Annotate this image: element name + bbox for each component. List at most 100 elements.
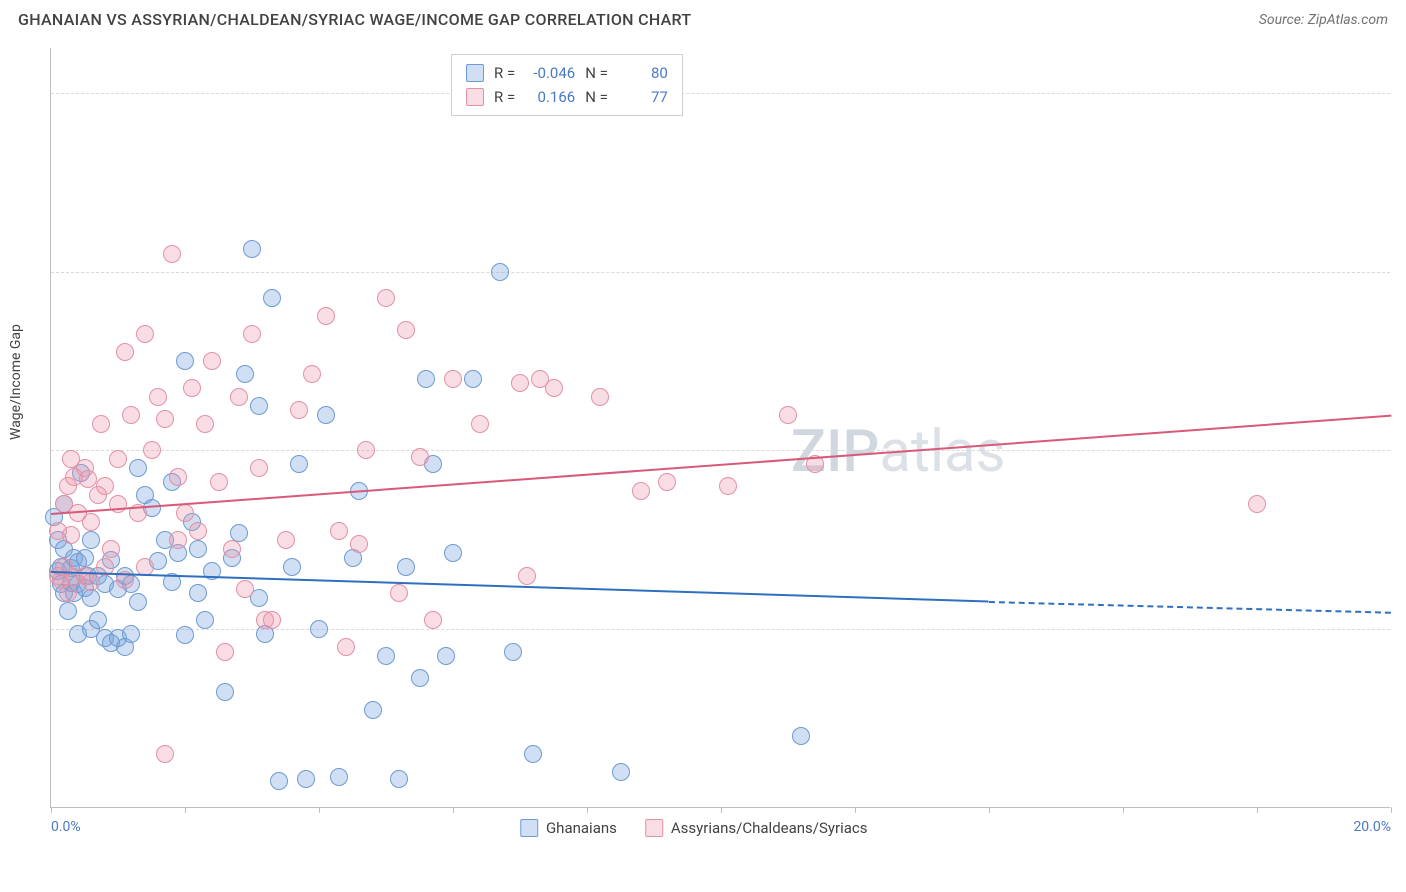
chart-container: Wage/Income Gap R = -0.046 N = 80 R = 0.… <box>0 40 1406 880</box>
data-point <box>109 450 127 468</box>
data-point <box>189 540 207 558</box>
data-point <box>411 448 429 466</box>
legend-swatch-pink <box>466 88 484 106</box>
data-point <box>277 531 295 549</box>
legend-swatch-blue <box>466 64 484 82</box>
data-point <box>444 544 462 562</box>
data-point <box>149 388 167 406</box>
data-point <box>143 441 161 459</box>
data-point <box>82 589 100 607</box>
gridline <box>51 93 1390 94</box>
data-point <box>122 406 140 424</box>
data-point <box>62 526 80 544</box>
data-point <box>591 388 609 406</box>
data-point <box>243 325 261 343</box>
legend-stats: R = -0.046 N = 80 R = 0.166 N = 77 <box>451 54 683 116</box>
data-point <box>337 638 355 656</box>
data-point <box>82 531 100 549</box>
watermark-zip: ZIP <box>791 418 879 486</box>
data-point <box>270 772 288 790</box>
data-point <box>632 482 650 500</box>
data-point <box>397 321 415 339</box>
data-point <box>129 459 147 477</box>
x-tick <box>989 807 990 813</box>
legend-label: Ghanaians <box>546 819 617 837</box>
data-point <box>216 643 234 661</box>
x-tick <box>1123 807 1124 813</box>
x-tick <box>51 807 52 813</box>
data-point <box>491 263 509 281</box>
n-value-1: 77 <box>618 85 668 109</box>
legend-item-ghanaians: Ghanaians <box>520 819 617 837</box>
data-point <box>82 513 100 531</box>
data-point <box>82 573 100 591</box>
data-point <box>76 549 94 567</box>
x-tick-label: 20.0% <box>1353 819 1391 835</box>
legend-swatch-blue <box>520 819 538 837</box>
data-point <box>390 584 408 602</box>
data-point <box>518 567 536 585</box>
data-point <box>236 365 254 383</box>
data-point <box>290 455 308 473</box>
data-point <box>122 625 140 643</box>
data-point <box>357 441 375 459</box>
data-point <box>223 540 241 558</box>
chart-title: GHANAIAN VS ASSYRIAN/CHALDEAN/SYRIAC WAG… <box>18 10 691 29</box>
x-tick <box>185 807 186 813</box>
data-point <box>92 415 110 433</box>
x-tick <box>721 807 722 813</box>
data-point <box>1248 495 1266 513</box>
data-point <box>350 535 368 553</box>
x-tick-label: 0.0% <box>51 819 81 835</box>
data-point <box>196 415 214 433</box>
data-point <box>116 343 134 361</box>
data-point <box>263 289 281 307</box>
x-tick <box>453 807 454 813</box>
data-point <box>263 611 281 629</box>
data-point <box>377 289 395 307</box>
data-point <box>545 379 563 397</box>
data-point <box>210 473 228 491</box>
gridline <box>51 450 1390 451</box>
data-point <box>779 406 797 424</box>
x-tick <box>587 807 588 813</box>
data-point <box>424 611 442 629</box>
data-point <box>183 379 201 397</box>
data-point <box>317 307 335 325</box>
data-point <box>230 388 248 406</box>
legend-swatch-pink <box>645 819 663 837</box>
x-tick <box>319 807 320 813</box>
data-point <box>96 477 114 495</box>
data-point <box>464 370 482 388</box>
data-point <box>612 763 630 781</box>
legend-label: Assyrians/Chaldeans/Syriacs <box>671 819 868 837</box>
data-point <box>303 365 321 383</box>
plot-area: R = -0.046 N = 80 R = 0.166 N = 77 ZIPat… <box>50 48 1390 808</box>
data-point <box>411 669 429 687</box>
x-tick <box>1391 807 1392 813</box>
data-point <box>156 410 174 428</box>
data-point <box>283 558 301 576</box>
data-point <box>189 522 207 540</box>
trend-line <box>989 601 1391 614</box>
data-point <box>203 352 221 370</box>
data-point <box>169 468 187 486</box>
r-value-0: -0.046 <box>525 61 575 85</box>
gridline <box>51 272 1390 273</box>
data-point <box>504 643 522 661</box>
r-label: R = <box>494 85 515 109</box>
r-value-1: 0.166 <box>525 85 575 109</box>
data-point <box>377 647 395 665</box>
data-point <box>297 770 315 788</box>
data-point <box>196 611 214 629</box>
data-point <box>129 593 147 611</box>
data-point <box>330 768 348 786</box>
data-point <box>169 531 187 549</box>
x-tick <box>1257 807 1258 813</box>
data-point <box>79 470 97 488</box>
data-point <box>792 727 810 745</box>
n-label: N = <box>585 85 608 109</box>
data-point <box>89 611 107 629</box>
data-point <box>176 504 194 522</box>
data-point <box>471 415 489 433</box>
